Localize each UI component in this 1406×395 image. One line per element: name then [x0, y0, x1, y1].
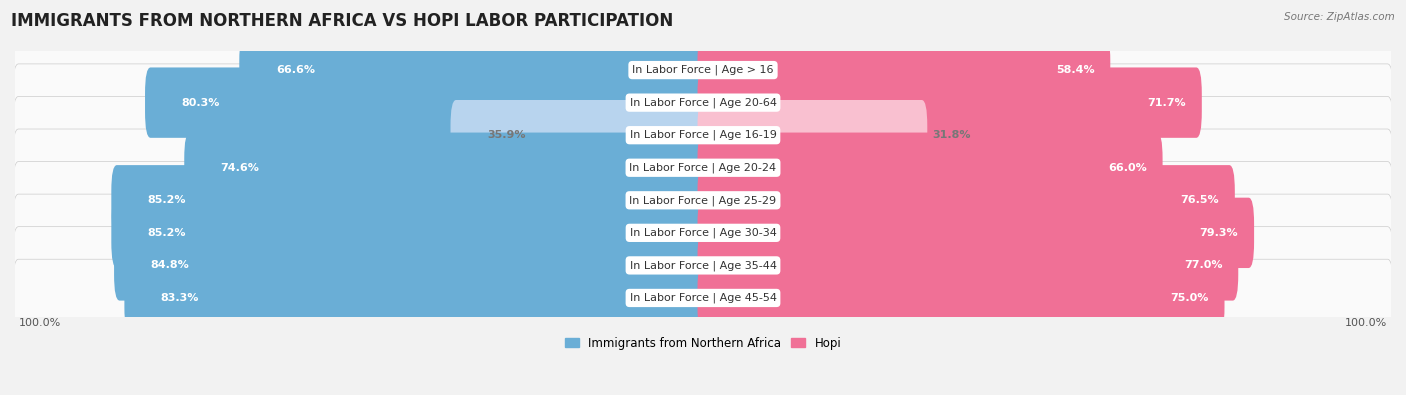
Text: 80.3%: 80.3% — [181, 98, 219, 107]
FancyBboxPatch shape — [13, 227, 1393, 304]
FancyBboxPatch shape — [13, 31, 1393, 109]
Text: In Labor Force | Age 30-34: In Labor Force | Age 30-34 — [630, 228, 776, 238]
Text: In Labor Force | Age > 16: In Labor Force | Age > 16 — [633, 65, 773, 75]
Text: 74.6%: 74.6% — [221, 163, 260, 173]
FancyBboxPatch shape — [697, 35, 1111, 105]
FancyBboxPatch shape — [697, 133, 1163, 203]
FancyBboxPatch shape — [111, 198, 709, 268]
Text: IMMIGRANTS FROM NORTHERN AFRICA VS HOPI LABOR PARTICIPATION: IMMIGRANTS FROM NORTHERN AFRICA VS HOPI … — [11, 12, 673, 30]
Text: Source: ZipAtlas.com: Source: ZipAtlas.com — [1284, 12, 1395, 22]
Text: 85.2%: 85.2% — [148, 228, 186, 238]
FancyBboxPatch shape — [13, 194, 1393, 272]
FancyBboxPatch shape — [13, 64, 1393, 141]
Legend: Immigrants from Northern Africa, Hopi: Immigrants from Northern Africa, Hopi — [560, 332, 846, 354]
FancyBboxPatch shape — [124, 263, 709, 333]
Text: In Labor Force | Age 20-64: In Labor Force | Age 20-64 — [630, 98, 776, 108]
FancyBboxPatch shape — [450, 100, 709, 170]
Text: 84.8%: 84.8% — [150, 260, 190, 271]
FancyBboxPatch shape — [111, 165, 709, 235]
FancyBboxPatch shape — [13, 162, 1393, 239]
FancyBboxPatch shape — [697, 198, 1254, 268]
Text: In Labor Force | Age 20-24: In Labor Force | Age 20-24 — [630, 162, 776, 173]
FancyBboxPatch shape — [697, 263, 1225, 333]
Text: 58.4%: 58.4% — [1056, 65, 1094, 75]
FancyBboxPatch shape — [13, 259, 1393, 337]
FancyBboxPatch shape — [13, 129, 1393, 207]
Text: 71.7%: 71.7% — [1147, 98, 1187, 107]
Text: 85.2%: 85.2% — [148, 195, 186, 205]
FancyBboxPatch shape — [697, 230, 1239, 301]
Text: In Labor Force | Age 35-44: In Labor Force | Age 35-44 — [630, 260, 776, 271]
FancyBboxPatch shape — [697, 68, 1202, 138]
FancyBboxPatch shape — [239, 35, 709, 105]
Text: 100.0%: 100.0% — [18, 318, 60, 328]
Text: 35.9%: 35.9% — [486, 130, 526, 140]
FancyBboxPatch shape — [114, 230, 709, 301]
Text: 79.3%: 79.3% — [1199, 228, 1239, 238]
Text: 76.5%: 76.5% — [1181, 195, 1219, 205]
Text: 77.0%: 77.0% — [1184, 260, 1222, 271]
Text: 66.6%: 66.6% — [276, 65, 315, 75]
Text: 100.0%: 100.0% — [1346, 318, 1388, 328]
FancyBboxPatch shape — [697, 165, 1234, 235]
Text: 66.0%: 66.0% — [1108, 163, 1147, 173]
FancyBboxPatch shape — [13, 96, 1393, 174]
Text: In Labor Force | Age 25-29: In Labor Force | Age 25-29 — [630, 195, 776, 205]
Text: 75.0%: 75.0% — [1170, 293, 1209, 303]
Text: 31.8%: 31.8% — [932, 130, 970, 140]
FancyBboxPatch shape — [184, 133, 709, 203]
Text: In Labor Force | Age 45-54: In Labor Force | Age 45-54 — [630, 293, 776, 303]
FancyBboxPatch shape — [697, 100, 928, 170]
Text: 83.3%: 83.3% — [160, 293, 200, 303]
FancyBboxPatch shape — [145, 68, 709, 138]
Text: In Labor Force | Age 16-19: In Labor Force | Age 16-19 — [630, 130, 776, 141]
